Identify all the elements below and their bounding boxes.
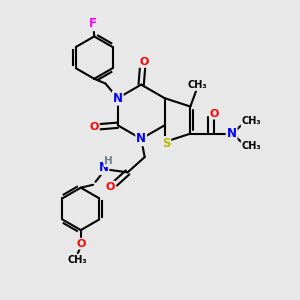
Text: S: S — [162, 137, 170, 150]
Text: O: O — [140, 57, 149, 67]
Text: O: O — [76, 238, 86, 249]
Text: CH₃: CH₃ — [242, 116, 261, 126]
Text: CH₃: CH₃ — [188, 80, 207, 90]
Text: CH₃: CH₃ — [242, 141, 261, 151]
Text: N: N — [136, 132, 146, 145]
Text: O: O — [105, 182, 115, 191]
Text: O: O — [210, 109, 219, 118]
Text: F: F — [89, 17, 97, 30]
Text: N: N — [113, 92, 123, 105]
Text: N: N — [226, 127, 237, 140]
Text: CH₃: CH₃ — [68, 254, 87, 265]
Text: N: N — [98, 161, 109, 174]
Text: O: O — [89, 122, 99, 132]
Text: H: H — [104, 156, 113, 166]
